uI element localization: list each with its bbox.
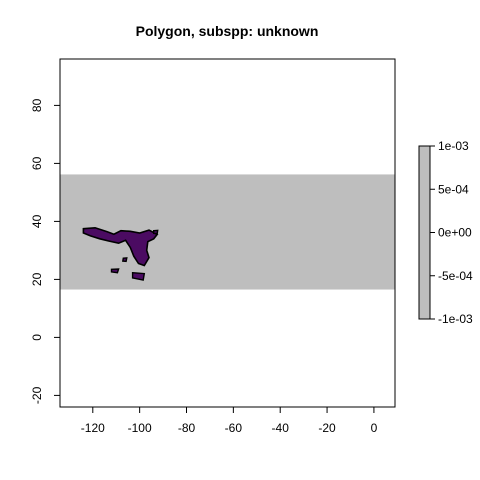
legend-tick-label: 5e-04 [438,182,469,196]
y-tick-label: 0 [30,334,44,341]
x-tick-label: -120 [81,421,105,435]
polygon-layer [82,226,159,281]
x-tick-label: -20 [318,421,336,435]
plot-frame [59,58,396,408]
range-patch-2 [131,271,146,281]
color-legend: 1e-03 5e-04 0e+00 -5e-04 -1e-03 [418,139,473,326]
y-tick-label: 80 [30,98,44,112]
x-tick-label: -100 [128,421,152,435]
map-title: Polygon, subspp: unknown [136,23,319,39]
y-tick-label: -20 [30,386,44,404]
legend-color-bar [418,145,431,320]
y-axis: -20 0 20 40 60 80 [30,98,60,404]
range-polygon [82,226,159,267]
range-patch-3 [121,257,128,263]
legend-tick-label: 0e+00 [438,226,472,240]
y-tick-label: 40 [30,214,44,228]
range-patch-4 [152,229,159,235]
range-patch-1 [110,268,120,274]
x-tick-label: -40 [272,421,290,435]
x-tick-label: -60 [225,421,243,435]
legend-tick-label: -1e-03 [438,312,473,326]
map-panel [59,58,396,408]
y-tick-label: 60 [30,156,44,170]
raster-band [60,174,395,290]
x-tick-label: -80 [178,421,196,435]
legend-tick-label: -5e-04 [438,269,473,283]
legend-ticks: 1e-03 5e-04 0e+00 -5e-04 -1e-03 [430,139,473,326]
legend-tick-label: 1e-03 [438,139,469,153]
x-axis: -120 -100 -80 -60 -40 -20 0 [81,407,378,435]
y-tick-label: 20 [30,272,44,286]
x-tick-label: 0 [371,421,378,435]
